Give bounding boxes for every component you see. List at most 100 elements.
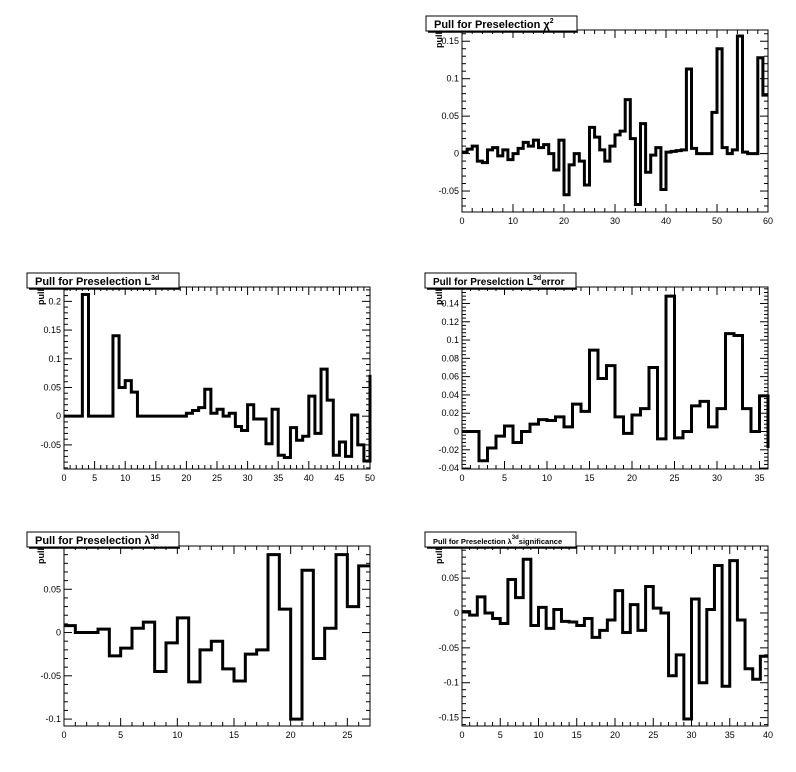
x-tick-label: 10 [172, 730, 182, 740]
x-tick-label: 15 [151, 473, 161, 483]
title-box [424, 531, 577, 548]
x-tick-label: 30 [243, 473, 253, 483]
x-tick-label: 35 [754, 473, 764, 483]
chart-title-superscript: 3d [533, 275, 541, 282]
x-tick-label: 25 [669, 473, 679, 483]
x-tick-label: 30 [686, 730, 696, 740]
chart-title-main: Pull for Preselection λ [433, 537, 513, 546]
y-tick-label: 0.05 [43, 382, 61, 392]
x-tick-label: 0 [459, 730, 464, 740]
x-tick-label: 0 [459, 216, 464, 226]
y-tick-label: 0.2 [48, 296, 61, 306]
chart-title: Pull for Preselection χ2 [434, 18, 554, 31]
title-box [26, 531, 180, 548]
y-tick-label: 0.04 [441, 390, 459, 400]
histogram-line [64, 553, 370, 721]
x-tick-label: 45 [334, 473, 344, 483]
y-axis-label: pull [434, 32, 444, 48]
chart-title-superscript: 3d [512, 535, 519, 541]
histogram-line [462, 294, 770, 463]
y-tick-label: -0.05 [40, 440, 61, 450]
x-tick-label: 20 [559, 216, 569, 226]
y-tick-label: 0.05 [441, 573, 459, 583]
y-tick-label: 0.14 [441, 298, 459, 308]
x-tick-label: 30 [610, 216, 620, 226]
y-tick-label: -0.1 [45, 714, 61, 724]
histogram-line [462, 34, 768, 207]
histogram-line [462, 557, 768, 721]
chart-title-suffix: error [541, 277, 564, 288]
pull-chart-5: 0 5 10 15 20 25 30 35 40 -0.15 -0.1 -0.05 0 0.05 pull P… [424, 531, 773, 740]
y-tick-label: -0.05 [438, 643, 459, 653]
x-tick-label: 20 [627, 473, 637, 483]
chart-title: Pull for Preselection λ3dsignificance [433, 535, 562, 546]
y-tick-label: 0.15 [43, 325, 61, 335]
pull-chart-3: 0 5 10 15 20 25 30 35 -0.04 -0.02 0 0.02 0.04 0.06 0.0… [424, 272, 770, 483]
chart-title-superscript: 3d [151, 534, 159, 541]
x-tick-label: 35 [273, 473, 283, 483]
chart-title-main: Pull for Preselction L [433, 277, 533, 288]
x-tick-label: 40 [763, 730, 773, 740]
x-tick-label: 20 [610, 730, 620, 740]
y-tick-label: 0.1 [48, 354, 61, 364]
y-tick-label: 0 [454, 427, 459, 437]
chart-title-superscript: 3d [151, 275, 159, 282]
x-tick-label: 10 [542, 473, 552, 483]
chart-title: Pull for Preselction L3derror [433, 275, 565, 288]
x-tick-label: 20 [181, 473, 191, 483]
x-tick-label: 0 [459, 473, 464, 483]
y-tick-label: 0 [56, 628, 61, 638]
y-axis-label: pull [36, 548, 46, 564]
chart-title-main: Pull for Preselection L [35, 276, 151, 288]
y-tick-label: -0.05 [40, 671, 61, 681]
y-axis-label: pull [36, 289, 46, 305]
x-tick-label: 35 [725, 730, 735, 740]
x-tick-label: 60 [763, 216, 773, 226]
x-tick-label: 50 [712, 216, 722, 226]
chart-title-main: Pull for Preselection λ [35, 535, 151, 547]
y-tick-label: 0.08 [441, 353, 459, 363]
y-axis-label: pull [434, 289, 444, 305]
x-tick-label: 15 [572, 730, 582, 740]
x-tick-label: 25 [648, 730, 658, 740]
title-box [424, 272, 577, 289]
x-tick-label: 5 [92, 473, 97, 483]
chart-title: Pull for Preselection L3d [35, 275, 159, 288]
x-tick-label: 50 [365, 473, 375, 483]
x-tick-label: 10 [120, 473, 130, 483]
chart-title-suffix: significance [519, 537, 562, 546]
x-tick-label: 20 [286, 730, 296, 740]
y-tick-label: 0.1 [446, 74, 459, 84]
x-tick-label: 25 [212, 473, 222, 483]
x-tick-label: 5 [498, 730, 503, 740]
x-tick-label: 40 [304, 473, 314, 483]
y-tick-label: 0.06 [441, 372, 459, 382]
y-tick-label: -0.04 [438, 463, 459, 473]
y-tick-label: -0.1 [443, 678, 459, 688]
x-tick-label: 30 [712, 473, 722, 483]
y-tick-label: 0.02 [441, 408, 459, 418]
y-tick-label: -0.15 [438, 713, 459, 723]
y-tick-label: 0.15 [441, 36, 459, 46]
x-tick-label: 15 [229, 730, 239, 740]
plot-frame [63, 286, 371, 470]
y-tick-label: 0 [56, 411, 61, 421]
x-tick-label: 5 [118, 730, 123, 740]
y-tick-label: 0 [454, 149, 459, 159]
chart-title: Pull for Preselection λ3d [35, 534, 159, 547]
x-tick-label: 10 [508, 216, 518, 226]
plot-frame [461, 545, 769, 727]
x-tick-label: 25 [342, 730, 352, 740]
x-tick-label: 0 [61, 730, 66, 740]
chart-title-superscript: 2 [550, 18, 554, 25]
title-box [425, 15, 578, 32]
histogram-line [64, 292, 372, 463]
pull-chart-2: 0 5 10 15 20 25 30 35 40 45 50 -0.05 0 0.05 0.1 0.15 0.2… [26, 272, 375, 483]
chart-title-main: Pull for Preselection χ [434, 19, 550, 31]
y-tick-label: 0.1 [446, 335, 459, 345]
x-tick-label: 10 [533, 730, 543, 740]
y-tick-label: 0.05 [43, 584, 61, 594]
